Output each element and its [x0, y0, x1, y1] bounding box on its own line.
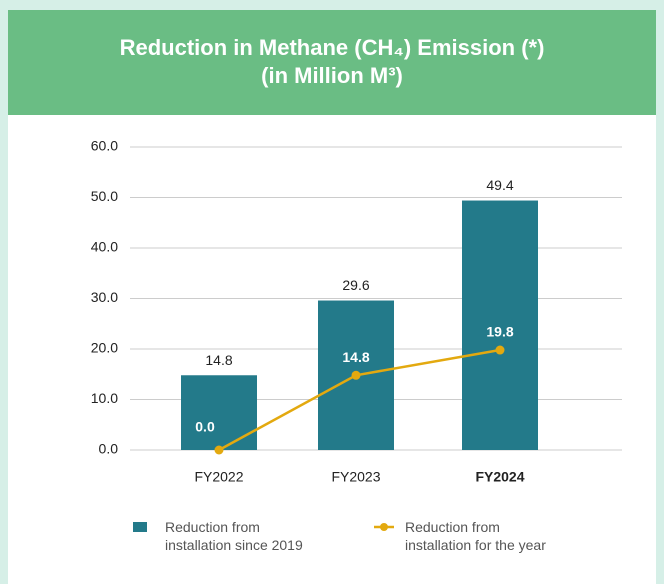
x-tick-label: FY2024 — [475, 469, 524, 485]
bar — [181, 375, 257, 450]
line-point — [214, 445, 224, 455]
legend-label: Reduction from installation since 2019 — [165, 519, 303, 553]
y-tick-label: 60.0 — [91, 138, 118, 154]
line-value-label: 19.8 — [486, 324, 513, 340]
y-tick-label: 0.0 — [99, 441, 119, 457]
y-tick-label: 50.0 — [91, 188, 118, 204]
y-tick-label: 30.0 — [91, 289, 118, 305]
bar — [462, 200, 538, 450]
y-tick-label: 20.0 — [91, 340, 118, 356]
x-tick-label: FY2022 — [194, 469, 243, 485]
bar-value-label: 29.6 — [342, 277, 369, 293]
bar-value-label: 49.4 — [486, 177, 513, 193]
x-tick-label: FY2023 — [331, 469, 380, 485]
line-value-label: 0.0 — [195, 419, 215, 435]
chart-subtitle: (in Million M³) — [261, 63, 403, 88]
line-point — [351, 370, 361, 380]
chart-title: Reduction in Methane (CH₄) Emission (*) — [119, 35, 545, 60]
y-tick-label: 10.0 — [91, 390, 118, 406]
legend-swatch — [380, 523, 388, 531]
bar-value-label: 14.8 — [205, 352, 232, 368]
header: Reduction in Methane (CH₄) Emission (*) … — [8, 10, 656, 115]
y-tick-label: 40.0 — [91, 239, 118, 255]
line-value-label: 14.8 — [342, 349, 369, 365]
line-point — [495, 345, 505, 355]
legend-label: Reduction from installation for the year — [405, 519, 546, 553]
legend-swatch — [133, 522, 147, 532]
